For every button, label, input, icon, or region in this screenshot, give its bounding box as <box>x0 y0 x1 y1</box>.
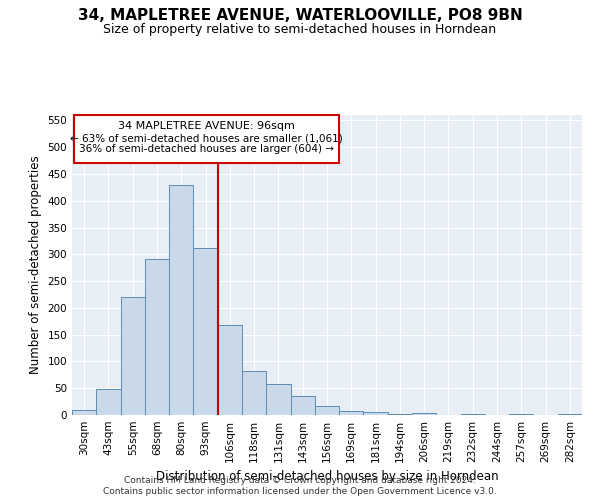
Bar <box>509 414 533 415</box>
Bar <box>169 184 193 415</box>
Text: 36% of semi-detached houses are larger (604) →: 36% of semi-detached houses are larger (… <box>79 144 334 154</box>
Bar <box>388 414 412 415</box>
Bar <box>339 411 364 415</box>
Bar <box>290 396 315 415</box>
X-axis label: Distribution of semi-detached houses by size in Horndean: Distribution of semi-detached houses by … <box>155 470 499 484</box>
Text: 34 MAPLETREE AVENUE: 96sqm: 34 MAPLETREE AVENUE: 96sqm <box>118 122 295 132</box>
Text: Size of property relative to semi-detached houses in Horndean: Size of property relative to semi-detach… <box>103 22 497 36</box>
Bar <box>242 371 266 415</box>
Bar <box>364 412 388 415</box>
Bar <box>121 297 145 415</box>
Bar <box>218 325 242 415</box>
Text: 34, MAPLETREE AVENUE, WATERLOOVILLE, PO8 9BN: 34, MAPLETREE AVENUE, WATERLOOVILLE, PO8… <box>77 8 523 22</box>
Bar <box>461 414 485 415</box>
Bar <box>558 414 582 415</box>
Bar <box>96 390 121 415</box>
Bar <box>72 410 96 415</box>
Bar <box>315 406 339 415</box>
Text: ← 63% of semi-detached houses are smaller (1,061): ← 63% of semi-detached houses are smalle… <box>70 134 343 144</box>
Y-axis label: Number of semi-detached properties: Number of semi-detached properties <box>29 156 42 374</box>
Text: Contains HM Land Registry data © Crown copyright and database right 2024.: Contains HM Land Registry data © Crown c… <box>124 476 476 485</box>
Bar <box>145 259 169 415</box>
Bar <box>412 414 436 415</box>
Bar <box>266 384 290 415</box>
Text: Contains public sector information licensed under the Open Government Licence v3: Contains public sector information licen… <box>103 487 497 496</box>
Bar <box>193 248 218 415</box>
Bar <box>74 115 339 163</box>
